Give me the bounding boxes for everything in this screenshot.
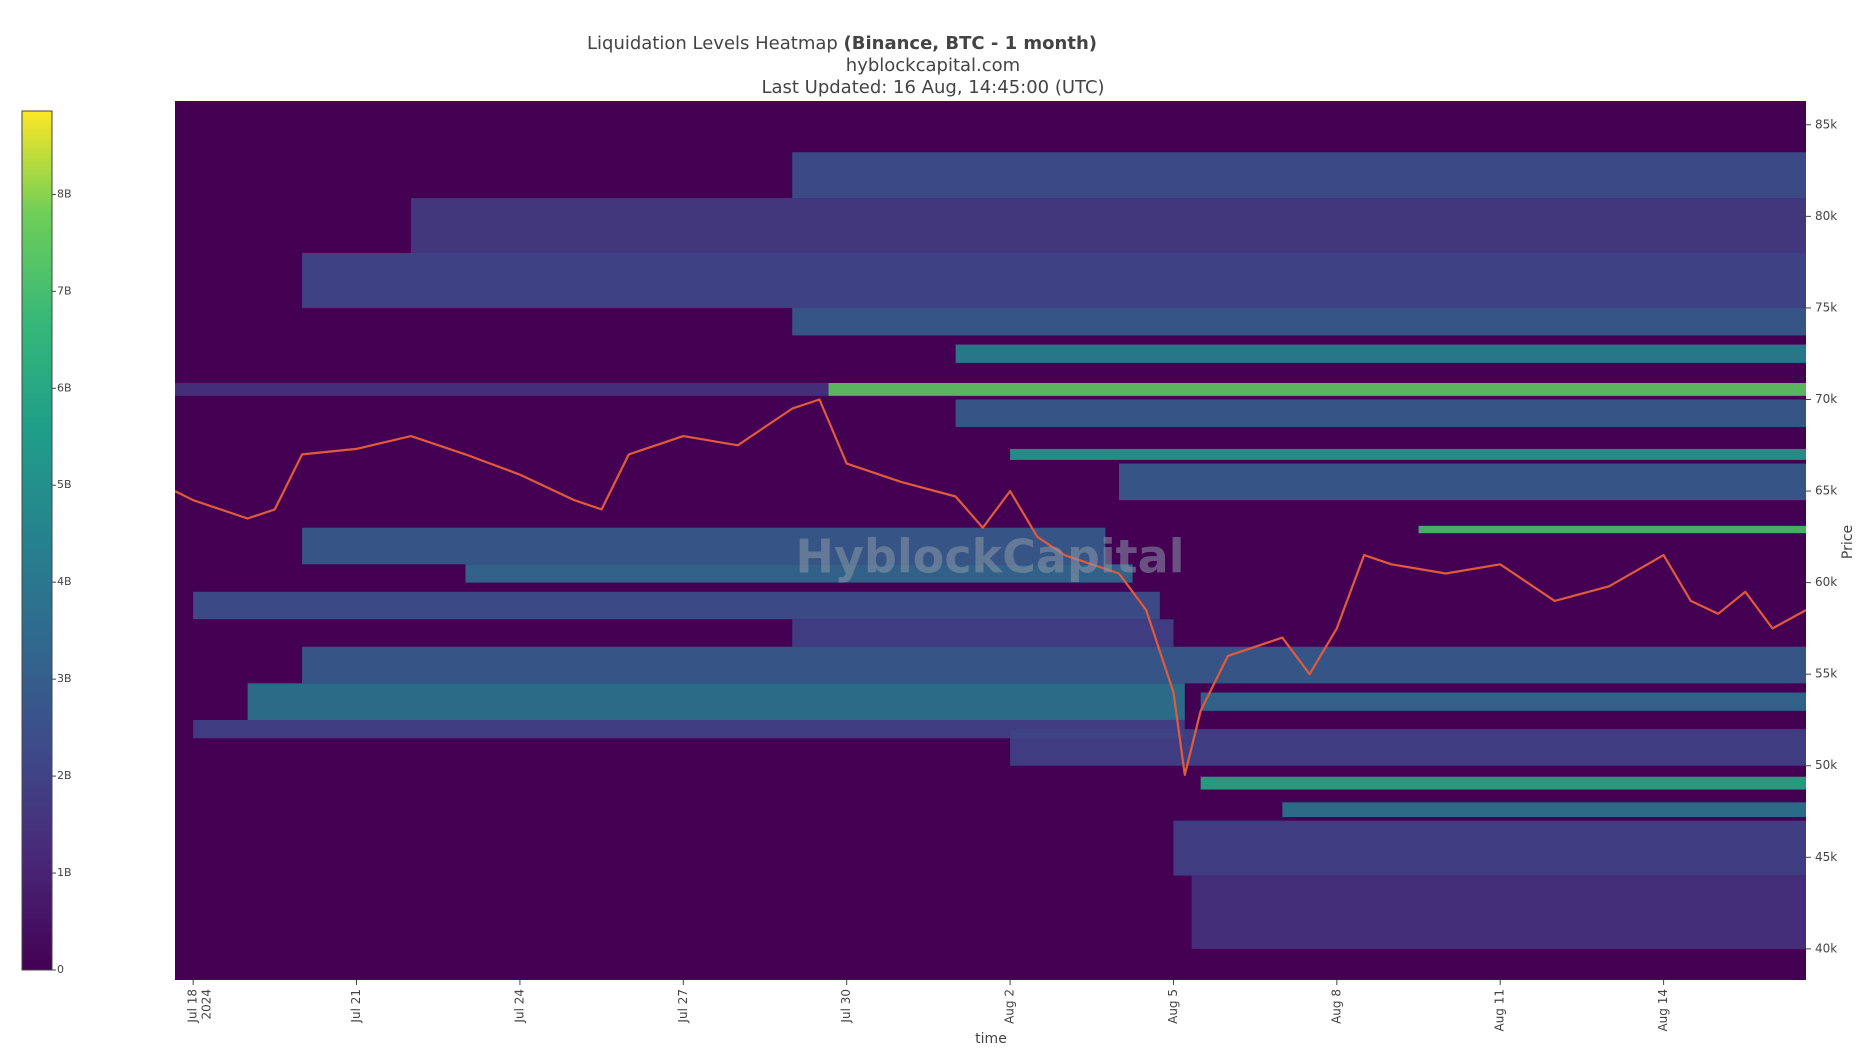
x-tick-label: Aug 11 <box>1493 989 1507 1032</box>
title-main: Liquidation Levels Heatmap <box>587 33 844 54</box>
heat-band <box>193 719 1185 739</box>
y-tick-label: 80k <box>1815 209 1837 223</box>
heat-band <box>302 646 1806 684</box>
y-tick-label: 75k <box>1815 300 1837 314</box>
heat-band <box>1200 776 1806 790</box>
x-tick-label: Aug 8 <box>1329 989 1343 1024</box>
colorbar-tick-label: 4B <box>57 575 72 588</box>
y-tick-label: 50k <box>1815 758 1837 772</box>
heat-band <box>1282 802 1806 818</box>
title-bold: (Binance, BTC - 1 month) <box>844 33 1097 54</box>
y-tick-label: 65k <box>1815 484 1837 498</box>
chart-title: Liquidation Levels Heatmap (Binance, BTC… <box>587 33 1097 54</box>
x-tick-label: Aug 2 <box>1003 989 1017 1024</box>
y-axis-title: Price <box>1840 525 1856 559</box>
x-tick-label: Jul 24 <box>512 989 526 1024</box>
x-tick-label: Aug 5 <box>1166 989 1180 1024</box>
x-tick-label: Jul 21 <box>349 989 363 1024</box>
heat-band <box>955 344 1806 363</box>
heat-band <box>828 383 1806 396</box>
colorbar-tick-label: 0 <box>57 963 64 976</box>
colorbar-tick-label: 7B <box>57 284 72 297</box>
colorbar-tick-label: 5B <box>57 478 72 491</box>
updated: Last Updated: 16 Aug, 14:45:00 (UTC) <box>761 77 1104 98</box>
heat-band <box>1191 875 1806 949</box>
colorbar-tick-label: 2B <box>57 769 72 782</box>
colorbar-tick-label: 3B <box>57 672 72 685</box>
heat-band <box>302 252 1806 308</box>
subtitle: hyblockcapital.com <box>846 55 1020 76</box>
heat-band <box>1010 729 1806 766</box>
y-tick-label: 60k <box>1815 575 1837 589</box>
heat-band <box>1118 463 1806 501</box>
heat-band <box>1418 525 1806 534</box>
colorbar <box>21 110 53 971</box>
x-tick-year: 2024 <box>200 989 214 1020</box>
x-tick-label: Jul 30 <box>839 989 853 1024</box>
colorbar-tick-label: 1B <box>57 866 72 879</box>
heat-band <box>955 399 1806 427</box>
price-line <box>175 398 1806 776</box>
heat-band <box>247 683 1185 720</box>
y-tick-label: 70k <box>1815 392 1837 406</box>
watermark: HyblockCapital <box>796 530 1185 584</box>
heat-band <box>1173 820 1806 876</box>
heat-band <box>792 307 1806 336</box>
y-tick-label: 45k <box>1815 850 1837 864</box>
heat-band <box>792 152 1806 199</box>
heat-band <box>410 198 1806 253</box>
heatmap <box>175 152 1806 949</box>
heat-band <box>792 619 1174 647</box>
x-tick-label: Jul 18 <box>186 989 200 1024</box>
heat-band <box>302 527 1106 565</box>
x-axis-title: time <box>975 1031 1007 1047</box>
y-tick-label: 85k <box>1815 117 1837 131</box>
heat-band <box>175 383 829 396</box>
x-tick-label: Jul 27 <box>676 989 690 1024</box>
y-tick-label: 55k <box>1815 667 1837 681</box>
heat-band <box>1010 448 1806 460</box>
heat-band <box>1200 692 1806 711</box>
heat-band <box>193 591 1160 620</box>
y-tick-label: 40k <box>1815 941 1837 955</box>
colorbar-tick-label: 8B <box>57 187 72 200</box>
x-tick-label: Aug 14 <box>1656 989 1670 1032</box>
heat-band <box>465 564 1133 583</box>
colorbar-tick-label: 6B <box>57 381 72 394</box>
